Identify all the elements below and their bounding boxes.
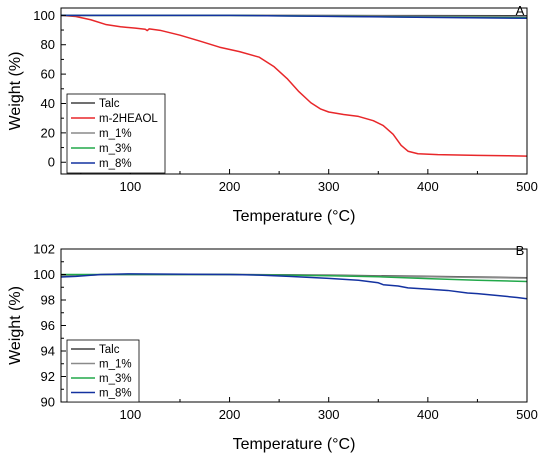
y-tick-label: 92 [41, 369, 55, 384]
panel-letter: A [516, 3, 525, 18]
x-tick-label: 500 [516, 407, 538, 422]
y-tick-label: 80 [41, 37, 55, 52]
y-tick-label: 96 [41, 318, 55, 333]
series-line-m-3- [61, 273, 527, 283]
x-tick-label: 200 [219, 179, 241, 194]
y-tick-label: 20 [41, 125, 55, 140]
legend-box [66, 339, 140, 403]
series-line-m-8- [61, 273, 527, 300]
y-axis-title: Weight (%) [7, 52, 24, 131]
x-tick-label: 300 [318, 179, 340, 194]
plot-frame [60, 7, 528, 175]
y-tick-label: 100 [33, 8, 55, 23]
x-tick-label: 200 [219, 407, 241, 422]
legend: Talc m_1% m_3% m_8% [66, 339, 140, 403]
x-axis-title: Temperature (°C) [233, 208, 356, 225]
x-tick-label: 500 [516, 179, 538, 194]
y-tick-label: 0 [48, 155, 55, 170]
legend-label: Talc [99, 98, 120, 110]
legend-label: m_1% [99, 128, 132, 140]
legend-label: m-2HEAOL [99, 113, 158, 125]
series-line-m-8- [61, 14, 527, 20]
x-tick-label: 300 [318, 407, 340, 422]
y-tick-label: 98 [41, 293, 55, 308]
legend-label: m_3% [99, 373, 132, 385]
series-line-m-2heaol [61, 14, 527, 157]
y-tick-label: 102 [33, 242, 55, 257]
y-tick-label: 90 [41, 395, 55, 410]
x-tick-label: 100 [120, 407, 142, 422]
panel-a: 100 200 300 400 500 0 20 40 60 80 100 Temperature (… [7, 3, 538, 225]
legend-label: m_8% [99, 158, 132, 170]
y-tick-label: 94 [41, 344, 55, 359]
legend-label: m_3% [99, 143, 132, 155]
y-tick-label: 60 [41, 67, 55, 82]
panel-b: 100 200 300 400 500 90 92 94 96 98 100 102 Temperatu… [7, 242, 538, 454]
x-tick-label: 400 [417, 179, 439, 194]
x-tick-label: 100 [120, 179, 142, 194]
x-axis-title: Temperature (°C) [233, 436, 356, 453]
x-tick-label: 400 [417, 407, 439, 422]
legend-label: Talc [99, 344, 120, 356]
legend-label: m_1% [99, 359, 132, 371]
panel-letter: B [516, 243, 525, 258]
y-axis-title: Weight (%) [7, 286, 24, 365]
legend-label: m_8% [99, 388, 132, 400]
y-tick-label: 100 [33, 267, 55, 282]
legend: Talc m-2HEAOL m_1% m_3% m_8% [66, 93, 166, 174]
legend-box [66, 93, 166, 174]
y-tick-label: 40 [41, 96, 55, 111]
